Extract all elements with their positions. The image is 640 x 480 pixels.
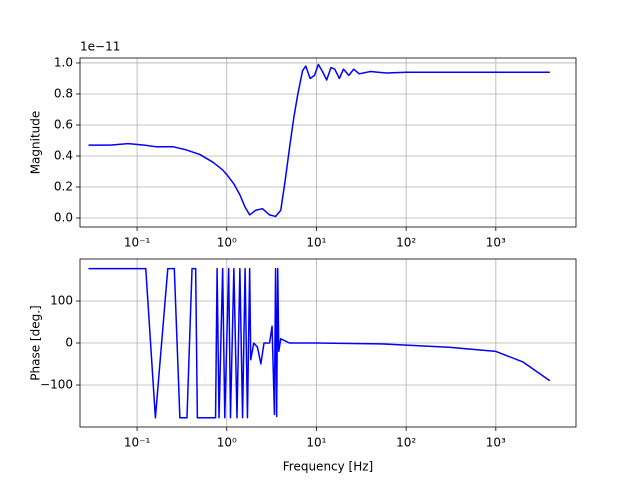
x-tick-label: 10² xyxy=(396,436,416,450)
y-tick-label: 0.8 xyxy=(54,86,73,100)
y-tick-label: 0.2 xyxy=(54,179,73,193)
y-tick-label: 0.6 xyxy=(54,117,73,131)
x-axis-label: Frequency [Hz] xyxy=(283,460,374,474)
axes-frame xyxy=(79,57,577,228)
y-axis-label: Magnitude xyxy=(29,111,43,175)
x-tick-label: 10⁻¹ xyxy=(124,436,151,450)
y-tick-label: 0 xyxy=(65,336,73,350)
y-tick-label: −100 xyxy=(40,378,73,392)
y-axis-label: Phase [deg.] xyxy=(29,305,43,380)
x-tick-label: 10⁻¹ xyxy=(124,236,151,250)
y-tick-label: 0.4 xyxy=(54,148,73,162)
x-tick-label: 10³ xyxy=(486,236,506,250)
y-tick-label: 100 xyxy=(50,294,73,308)
x-tick-label: 10⁰ xyxy=(217,236,237,250)
data-line xyxy=(88,63,550,218)
x-tick-label: 10⁰ xyxy=(217,436,237,450)
x-tick-label: 10¹ xyxy=(306,436,326,450)
y-tick-label: 0.0 xyxy=(54,211,73,225)
x-tick-label: 10¹ xyxy=(306,236,326,250)
axes-frame xyxy=(79,258,577,428)
data-line xyxy=(88,267,551,419)
x-tick-label: 10² xyxy=(396,236,416,250)
offset-text: 1e−11 xyxy=(80,40,120,54)
x-tick-label: 10³ xyxy=(486,436,506,450)
y-tick-label: 1.0 xyxy=(54,55,73,69)
